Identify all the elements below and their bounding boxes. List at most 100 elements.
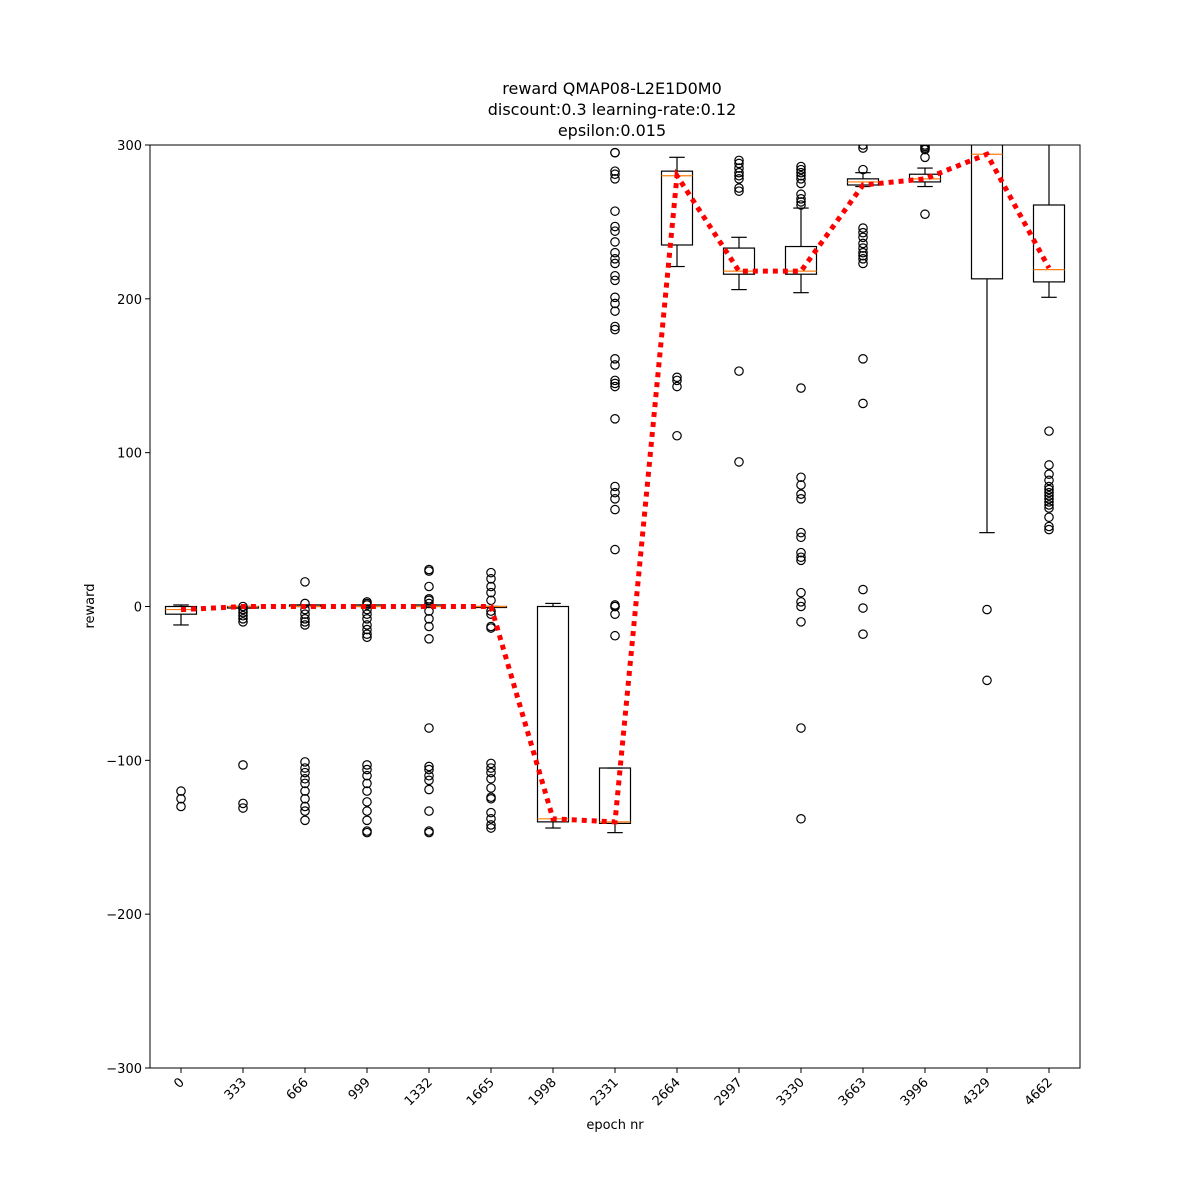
outlier-point	[424, 827, 434, 838]
outlier-point	[424, 634, 434, 644]
outlier-point	[424, 775, 434, 786]
outlier-point	[300, 786, 310, 796]
outlier-point	[920, 209, 930, 220]
outlier-point	[796, 527, 806, 538]
outlier-point	[610, 206, 620, 216]
outlier-point	[796, 480, 806, 490]
x-tick-label: 333	[222, 1075, 250, 1103]
outlier-point	[176, 801, 186, 812]
y-tick-label: −200	[106, 908, 142, 923]
outlier-point	[858, 145, 868, 153]
outlier-point	[858, 398, 868, 409]
outlier-point	[300, 793, 310, 804]
outlier-point	[1044, 524, 1054, 535]
y-tick-label: −300	[106, 1062, 142, 1077]
outlier-point	[486, 567, 496, 578]
x-tick-label: 4662	[1022, 1075, 1056, 1109]
outlier-point	[238, 610, 248, 621]
outlier-point	[362, 609, 372, 619]
outlier-point	[796, 597, 806, 607]
outlier-point	[610, 254, 620, 264]
y-axis: −300 −200 −100 0 100 200 300	[106, 139, 150, 1077]
outlier-point	[486, 758, 496, 769]
y-axis-label: reward	[83, 583, 98, 628]
outlier-point	[796, 552, 806, 563]
box-group-2997	[722, 155, 756, 467]
outlier-point	[424, 598, 434, 609]
x-tick-label: 1998	[526, 1075, 560, 1109]
outlier-point	[362, 624, 372, 635]
box-group-999	[350, 597, 384, 838]
outlier-point	[858, 629, 868, 639]
outlier-point	[362, 614, 372, 624]
outlier-point	[424, 614, 434, 624]
outlier-point	[796, 161, 806, 172]
x-tick-label: 666	[284, 1075, 312, 1103]
iqr-box	[164, 605, 198, 615]
outlier-point	[796, 555, 806, 566]
outlier-point	[610, 414, 620, 424]
outlier-point	[858, 258, 868, 269]
outlier-point	[610, 360, 620, 370]
outlier-point	[796, 601, 806, 612]
outlier-point	[486, 773, 496, 784]
outlier-point	[796, 587, 806, 598]
outlier-point	[486, 587, 496, 598]
box-group-1998	[536, 602, 570, 829]
box-group-1332	[412, 564, 446, 838]
outlier-point	[734, 158, 744, 169]
outlier-point	[858, 254, 868, 264]
outlier-point	[300, 767, 310, 778]
outlier-point	[1044, 490, 1054, 501]
outlier-point	[424, 581, 434, 592]
outlier-point	[610, 237, 620, 247]
x-axis-label: epoch nr	[586, 1118, 644, 1133]
outlier-point	[300, 609, 310, 619]
outlier-point	[486, 813, 496, 824]
outlier-point	[300, 614, 310, 624]
outlier-point	[238, 617, 248, 627]
outlier-point	[796, 383, 806, 393]
outlier-point	[610, 147, 620, 158]
outlier-point	[734, 186, 744, 196]
outlier-point	[982, 604, 992, 615]
box-group-333	[226, 601, 260, 813]
outlier-point	[362, 629, 372, 639]
outlier-point	[300, 617, 310, 627]
outlier-point	[796, 174, 806, 184]
outlier-point	[300, 773, 310, 784]
outlier-point	[982, 675, 992, 686]
outlier-point	[424, 764, 434, 775]
y-tick-label: −100	[106, 754, 142, 769]
outlier-point	[300, 577, 310, 587]
outlier-point	[610, 487, 620, 498]
x-axis: 0 333 666 999 1332 1665 1998 2331 2664 2997 3330 36…	[171, 1068, 1056, 1109]
outlier-point	[610, 378, 620, 389]
outlier-point	[610, 481, 620, 492]
outlier-point	[486, 763, 496, 773]
outlier-point	[300, 763, 310, 773]
outlier-point	[610, 298, 620, 309]
outlier-point	[858, 250, 868, 261]
outlier-point	[610, 226, 620, 236]
outlier-point	[1044, 487, 1054, 498]
outlier-point	[1044, 494, 1054, 504]
outlier-point	[858, 354, 868, 364]
outlier-point	[610, 504, 620, 515]
outlier-point	[610, 306, 620, 316]
outlier-point	[672, 381, 682, 392]
x-tick-label: 999	[346, 1075, 374, 1103]
x-tick-label: 2331	[588, 1075, 622, 1109]
outlier-point	[672, 375, 682, 386]
outlier-point	[858, 584, 868, 595]
outlier-point	[362, 797, 372, 807]
outlier-point	[734, 155, 744, 166]
outlier-point	[300, 801, 310, 812]
outlier-point	[610, 609, 620, 619]
outlier-point	[424, 723, 434, 733]
outlier-point	[734, 457, 744, 467]
outlier-point	[858, 223, 868, 233]
box-group-4329	[970, 145, 1004, 686]
outlier-point	[1044, 521, 1054, 532]
